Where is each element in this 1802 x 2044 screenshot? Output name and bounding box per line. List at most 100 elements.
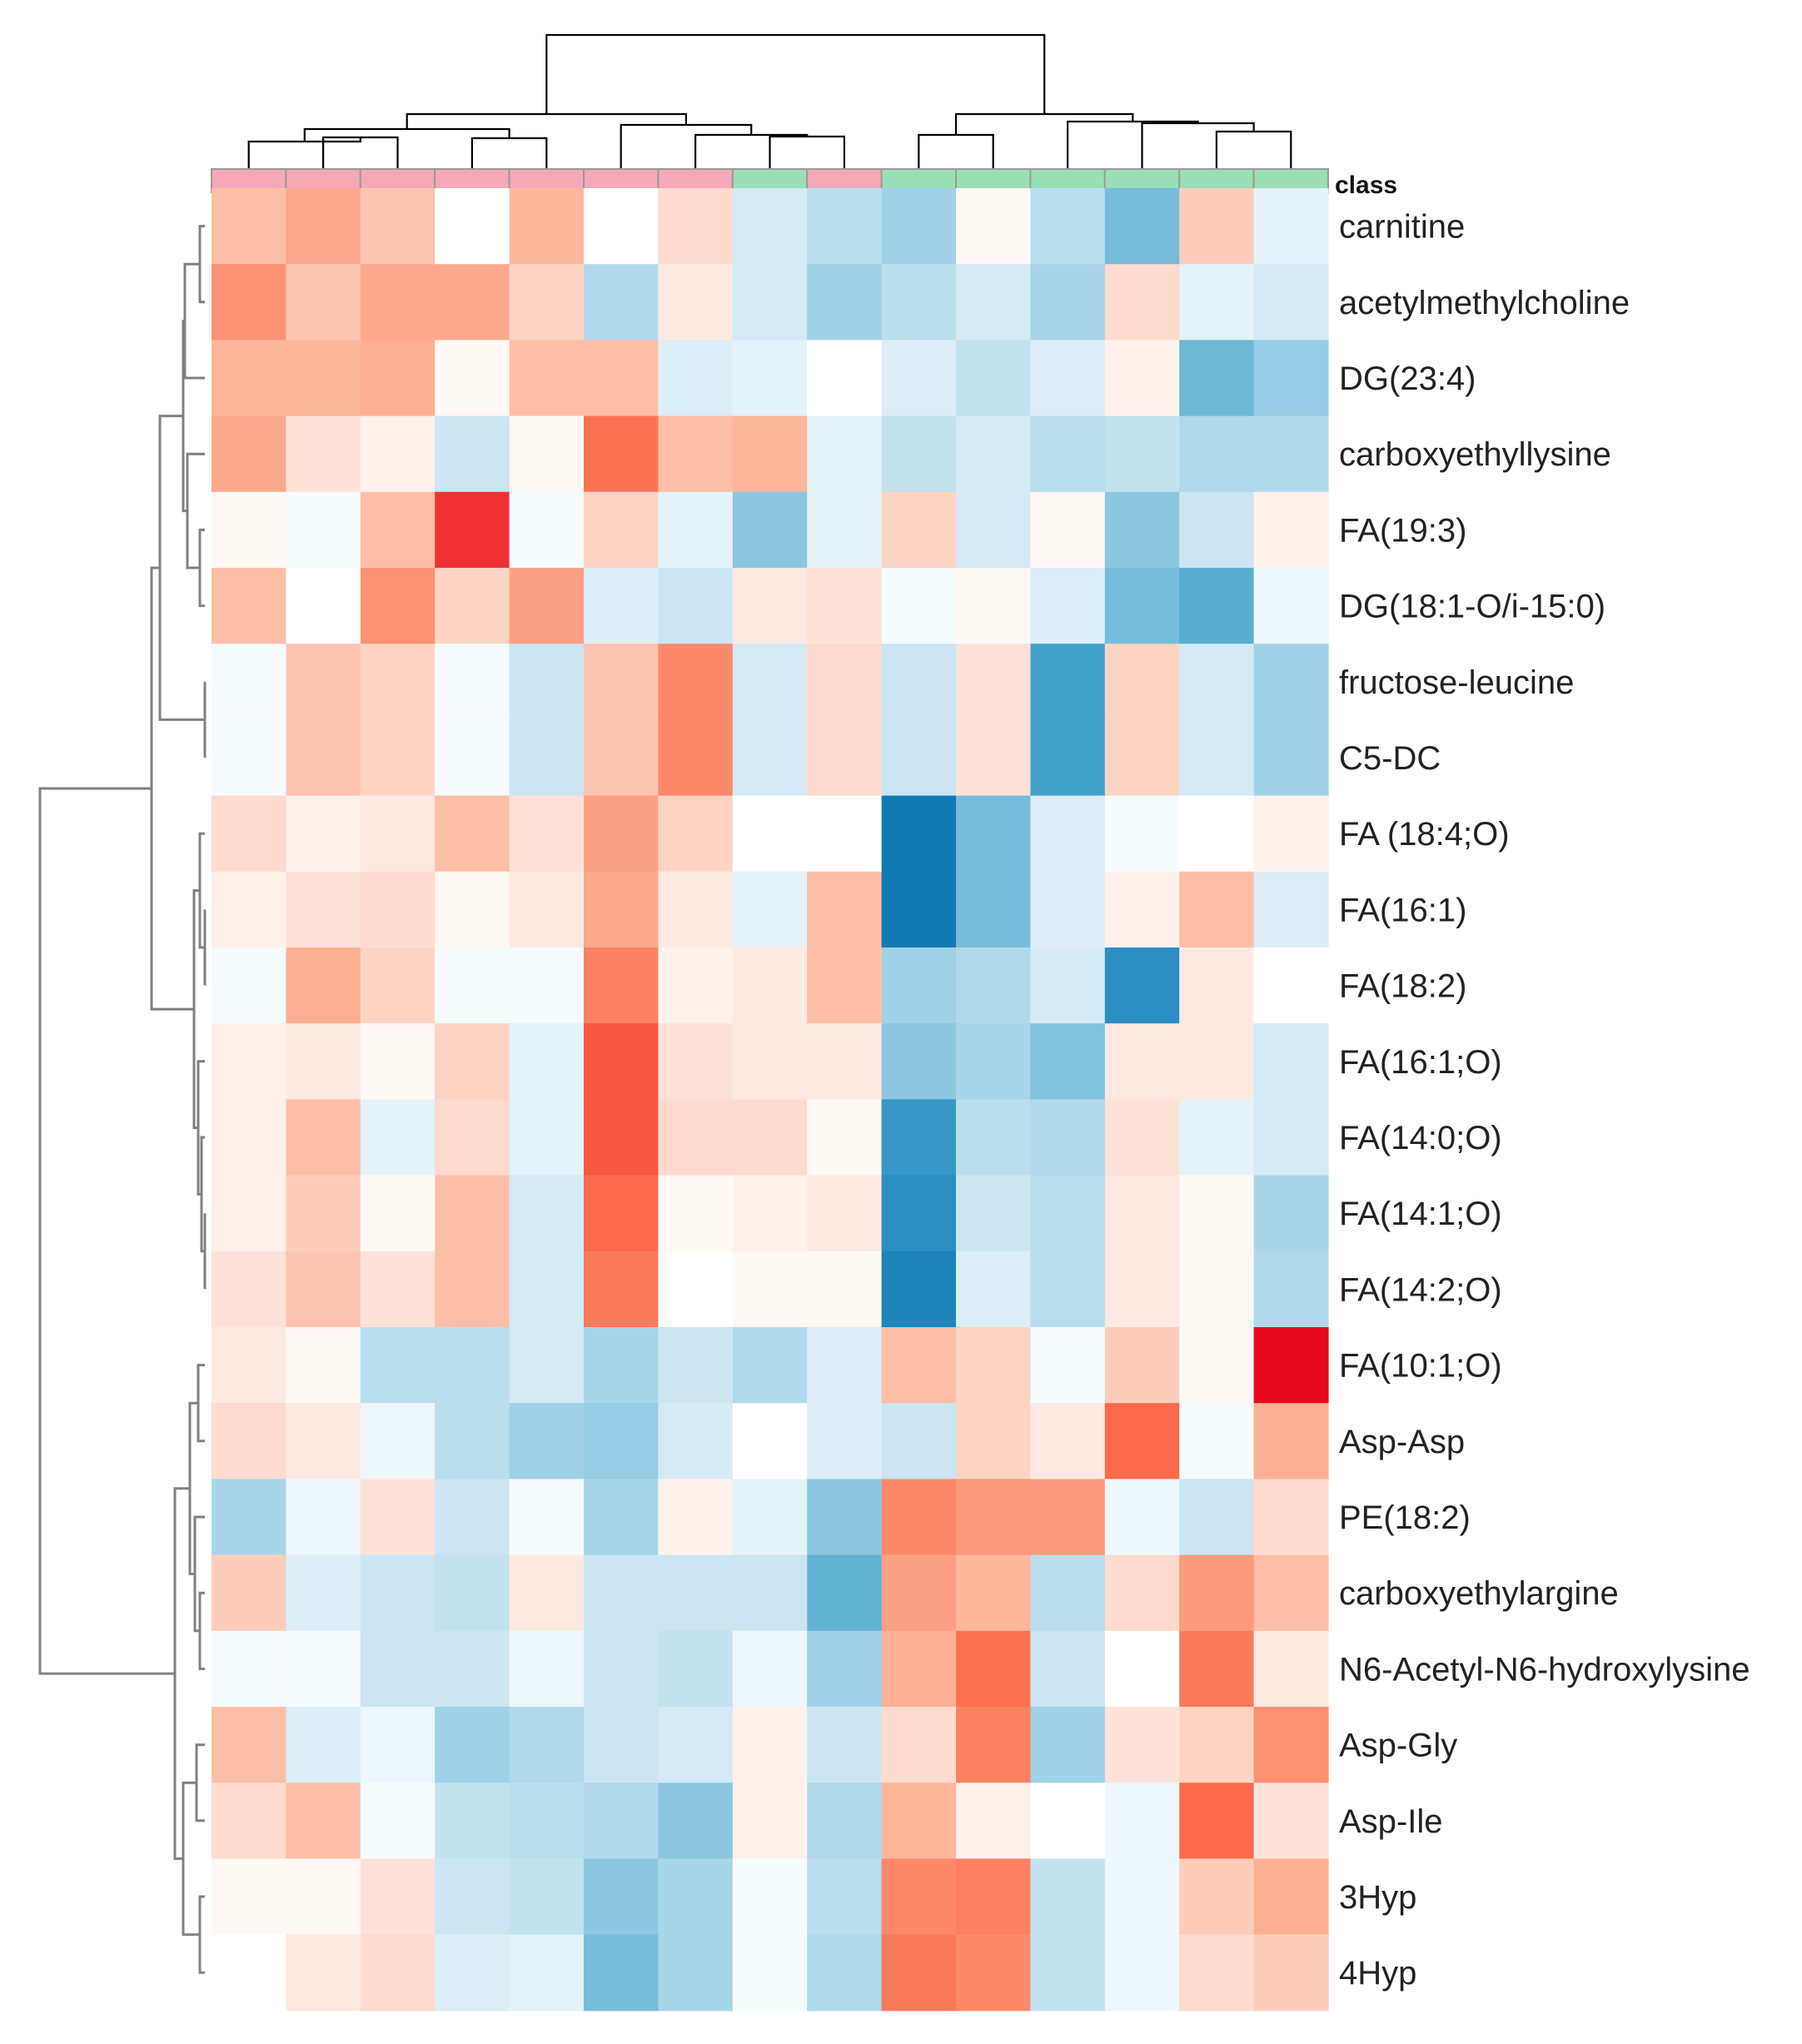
column-dendrogram-branch	[470, 137, 548, 169]
heatmap-cell	[435, 1858, 510, 1936]
heatmap-cell	[732, 1175, 808, 1252]
heatmap-cell	[732, 1783, 808, 1859]
heatmap-cell	[584, 491, 659, 569]
heatmap-cell	[212, 264, 286, 341]
row-dendrogram-branch	[198, 528, 205, 608]
heatmap-cell	[658, 719, 734, 797]
heatmap-cell	[1179, 188, 1255, 265]
heatmap-cell	[1179, 1554, 1255, 1632]
heatmap-cell	[1104, 1858, 1180, 1936]
heatmap-cell	[584, 1934, 659, 2012]
heatmap-cell	[1179, 1023, 1255, 1100]
heatmap-cell	[1179, 719, 1255, 797]
heatmap-cell	[286, 644, 361, 720]
heatmap-cell	[1104, 719, 1180, 797]
heatmap-cell	[212, 340, 286, 417]
heatmap-cell	[509, 491, 585, 569]
heatmap-cell	[212, 1251, 286, 1328]
heatmap-cell	[1179, 1251, 1255, 1328]
heatmap-cell	[881, 1099, 957, 1176]
heatmap-cell	[1253, 1934, 1329, 2012]
heatmap-cell	[435, 1327, 510, 1404]
heatmap-cell	[360, 1630, 436, 1708]
heatmap-cell	[286, 1023, 361, 1100]
heatmap-cell	[658, 1858, 734, 1936]
heatmap-cell	[584, 795, 659, 873]
heatmap-cell	[212, 1630, 286, 1708]
heatmap-cell	[286, 491, 361, 569]
heatmap-cell	[956, 1403, 1031, 1480]
heatmap-cell	[956, 947, 1031, 1024]
heatmap-cell	[807, 340, 883, 417]
heatmap-cell	[807, 795, 883, 873]
heatmap-cell	[1179, 644, 1255, 720]
heatmap-cell	[584, 264, 659, 341]
heatmap-cell	[212, 1479, 286, 1556]
heatmap-cell	[732, 795, 808, 873]
heatmap-cell	[732, 871, 808, 948]
row-label: PE(18:2)	[1339, 1499, 1471, 1536]
row-label: N6-Acetyl-N6-hydroxylysine	[1339, 1651, 1750, 1688]
heatmap-cell	[732, 568, 808, 644]
heatmap-cell	[732, 947, 808, 1024]
heatmap-cell	[360, 871, 436, 948]
heatmap-cell	[881, 340, 957, 417]
heatmap-cell	[360, 491, 436, 569]
heatmap-cell	[509, 644, 585, 720]
row-label: FA(14:0;O)	[1339, 1120, 1502, 1156]
heatmap-cell	[1030, 795, 1106, 873]
heatmap-cell	[509, 719, 585, 797]
heatmap-cell	[1179, 340, 1255, 417]
heatmap-cell	[212, 415, 286, 493]
row-dendrogram-branch	[38, 787, 175, 1675]
heatmap-cell	[360, 1707, 436, 1783]
row-label: DG(18:1-O/i-15:0)	[1339, 589, 1605, 625]
heatmap-cell	[881, 1023, 957, 1100]
row-label: FA(14:1;O)	[1339, 1196, 1502, 1232]
heatmap-cell	[1179, 1327, 1255, 1404]
row-dendrogram-branch	[150, 566, 194, 1011]
heatmap-cell	[360, 795, 436, 873]
heatmap-cell	[435, 491, 510, 569]
heatmap-cell	[1253, 1707, 1329, 1783]
heatmap-cell	[807, 947, 883, 1024]
heatmap-cell	[732, 1934, 808, 2012]
heatmap-cell	[360, 1403, 436, 1480]
row-dendrogram-branch	[198, 1591, 205, 1670]
heatmap-cell	[658, 1403, 734, 1480]
column-dendrogram-branch	[954, 112, 1134, 135]
heatmap-cell	[1104, 1175, 1180, 1252]
heatmap-cell	[212, 947, 286, 1024]
row-dendrogram-branch	[198, 1895, 205, 1974]
heatmap-cell	[732, 719, 808, 797]
heatmap-cell	[212, 188, 286, 265]
row-dendrogram-branch	[197, 1364, 205, 1443]
heatmap-cell	[435, 719, 510, 797]
heatmap-cell	[1253, 264, 1329, 341]
heatmap-cell	[1179, 415, 1255, 493]
heatmap-cell	[584, 188, 659, 265]
heatmap-cell	[584, 1707, 659, 1783]
column-dendrogram-branch	[406, 112, 687, 129]
heatmap-cell	[1253, 1858, 1329, 1936]
heatmap-cell	[435, 1934, 510, 2012]
heatmap-cell	[435, 188, 510, 265]
heatmap-cell	[212, 1403, 286, 1480]
heatmap-cell	[584, 1858, 659, 1936]
heatmap-cell	[286, 795, 361, 873]
heatmap-cell	[286, 1479, 361, 1556]
row-label: FA(19:3)	[1339, 512, 1466, 549]
heatmap-cell	[1253, 947, 1329, 1024]
heatmap-cell	[1253, 1479, 1329, 1556]
heatmap-cell	[1253, 568, 1329, 644]
heatmap-cell	[658, 795, 734, 873]
heatmap-cell	[807, 264, 883, 341]
heatmap-cell	[732, 1554, 808, 1632]
heatmap-cell	[360, 1023, 436, 1100]
row-dendrogram-branch	[195, 1743, 205, 1823]
heatmap-cell	[1030, 1099, 1106, 1176]
column-dendrogram-branch	[1215, 130, 1292, 169]
column-dendrogram-branch	[1067, 120, 1199, 169]
heatmap-cell	[807, 1630, 883, 1708]
heatmap-cell	[1030, 1479, 1106, 1556]
